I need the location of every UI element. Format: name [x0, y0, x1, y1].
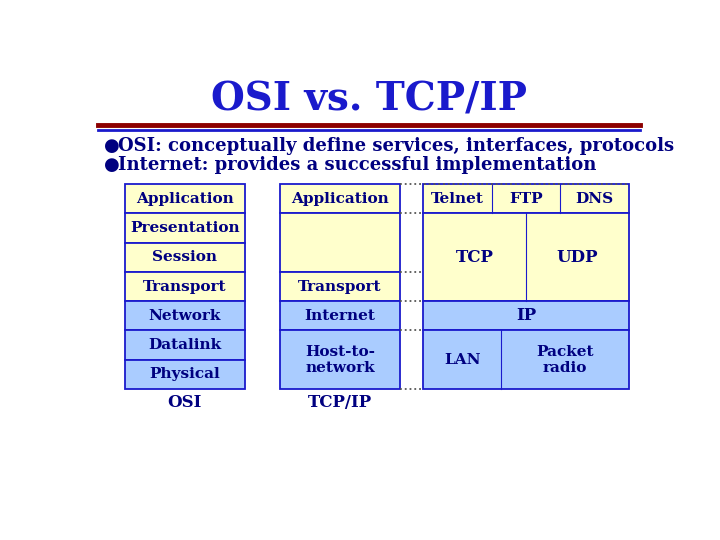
Text: Transport: Transport: [143, 280, 227, 294]
Text: Network: Network: [149, 309, 221, 323]
FancyBboxPatch shape: [280, 213, 400, 272]
Text: DNS: DNS: [575, 192, 613, 206]
Text: Packet
radio: Packet radio: [536, 345, 594, 375]
Text: OSI vs. TCP/IP: OSI vs. TCP/IP: [211, 80, 527, 118]
Text: Application: Application: [291, 192, 389, 206]
FancyBboxPatch shape: [280, 301, 400, 330]
Text: Session: Session: [153, 251, 217, 264]
Text: TCP: TCP: [456, 249, 493, 266]
FancyBboxPatch shape: [125, 213, 245, 242]
Text: IP: IP: [516, 307, 536, 325]
Text: OSI: OSI: [168, 394, 202, 411]
Text: Datalink: Datalink: [148, 338, 222, 352]
FancyBboxPatch shape: [423, 301, 629, 330]
Text: FTP: FTP: [509, 192, 543, 206]
Text: Internet: provides a successful implementation: Internet: provides a successful implemen…: [118, 156, 596, 174]
Text: Physical: Physical: [150, 367, 220, 381]
Text: Application: Application: [136, 192, 234, 206]
Text: Telnet: Telnet: [431, 192, 484, 206]
FancyBboxPatch shape: [280, 272, 400, 301]
FancyBboxPatch shape: [423, 213, 629, 301]
FancyBboxPatch shape: [423, 330, 629, 389]
FancyBboxPatch shape: [125, 272, 245, 301]
FancyBboxPatch shape: [125, 242, 245, 272]
Text: ●: ●: [104, 137, 120, 154]
Text: UDP: UDP: [557, 249, 598, 266]
FancyBboxPatch shape: [423, 184, 629, 213]
FancyBboxPatch shape: [125, 360, 245, 389]
Text: Presentation: Presentation: [130, 221, 240, 235]
FancyBboxPatch shape: [280, 330, 400, 389]
Text: TCP/IP: TCP/IP: [308, 394, 372, 411]
FancyBboxPatch shape: [125, 330, 245, 360]
FancyBboxPatch shape: [125, 184, 245, 213]
FancyBboxPatch shape: [280, 184, 400, 213]
Text: OSI: conceptually define services, interfaces, protocols: OSI: conceptually define services, inter…: [118, 137, 674, 154]
Text: Internet: Internet: [305, 309, 375, 323]
Text: LAN: LAN: [444, 353, 480, 367]
FancyBboxPatch shape: [125, 301, 245, 330]
Text: Host-to-
network: Host-to- network: [305, 345, 375, 375]
Text: Transport: Transport: [298, 280, 382, 294]
Text: ●: ●: [104, 156, 120, 174]
